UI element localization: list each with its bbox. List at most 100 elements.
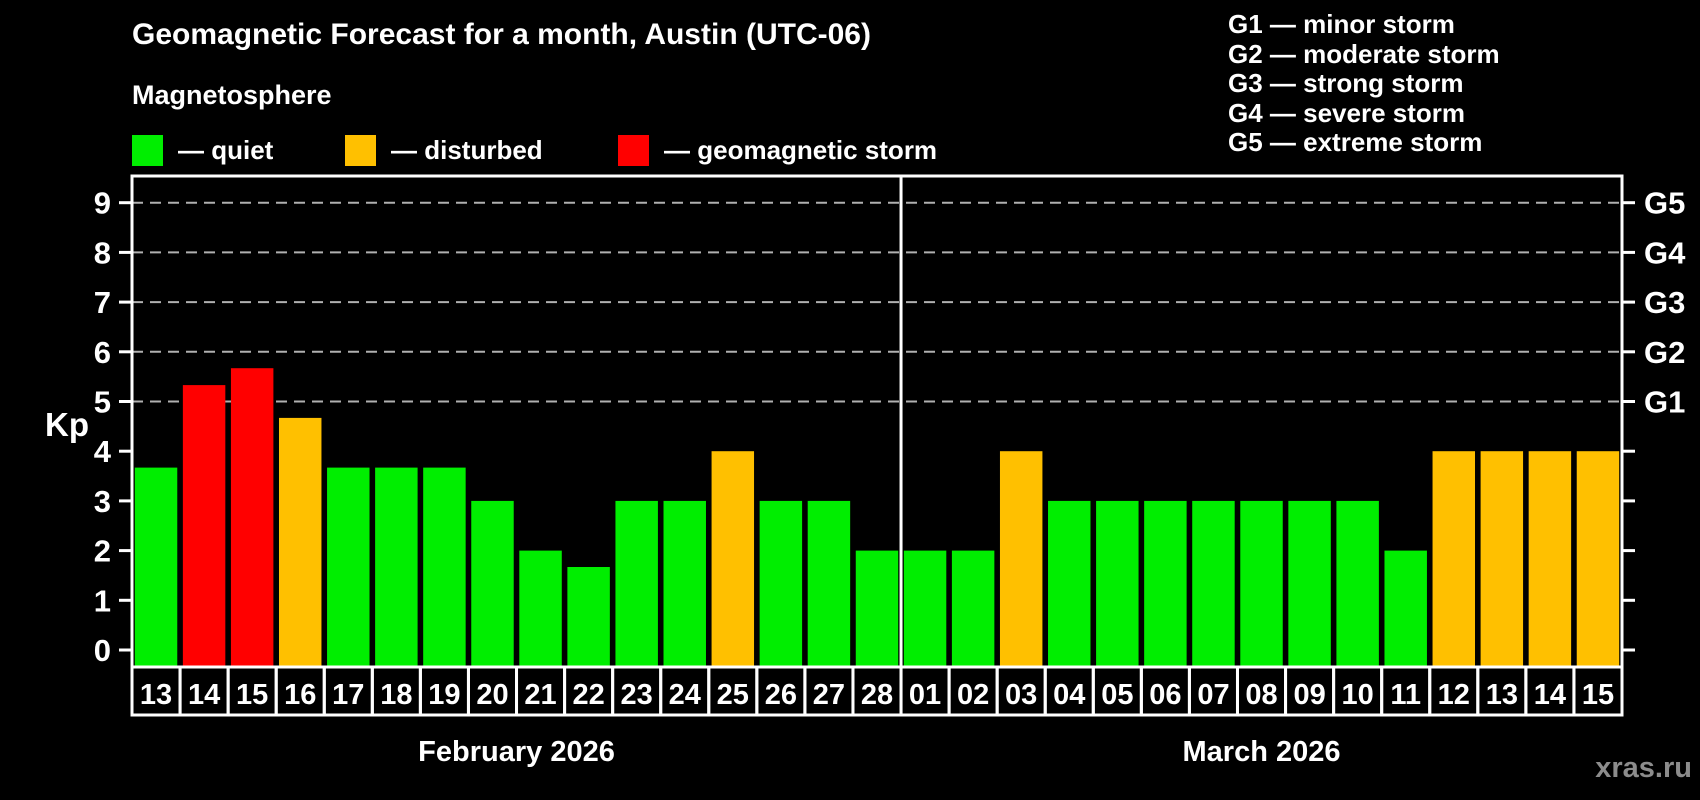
bar-february-28 bbox=[855, 550, 899, 667]
bar-march-11 bbox=[1384, 550, 1427, 667]
storm-color-swatch bbox=[618, 134, 649, 166]
legend-item-disturbed: — disturbed bbox=[345, 133, 543, 167]
y-tick-label-9: 9 bbox=[94, 186, 111, 221]
day-label: 28 bbox=[861, 679, 893, 711]
day-label: 25 bbox=[717, 679, 749, 711]
bar-february-19 bbox=[423, 467, 466, 667]
quiet-color-swatch bbox=[132, 134, 163, 166]
g-scale-legend: G1 — minor storm G2 — moderate storm G3 … bbox=[1228, 9, 1500, 158]
y-tick-label-3: 3 bbox=[94, 484, 111, 519]
day-label: 22 bbox=[572, 679, 604, 711]
bar-march-12 bbox=[1432, 451, 1476, 667]
bar-march-06 bbox=[1144, 500, 1187, 667]
y-tick-label-2: 2 bbox=[94, 534, 111, 569]
day-label: 09 bbox=[1293, 679, 1325, 711]
bar-march-10 bbox=[1336, 500, 1379, 667]
y-tick-label-6: 6 bbox=[94, 335, 111, 370]
day-label: 21 bbox=[524, 679, 556, 711]
legend-label-storm: — geomagnetic storm bbox=[664, 134, 938, 165]
right-axis-label-g4: G4 bbox=[1644, 235, 1686, 270]
day-label: 14 bbox=[1534, 679, 1566, 711]
bar-march-15 bbox=[1576, 451, 1620, 667]
legend-item-storm: — geomagnetic storm bbox=[618, 133, 937, 167]
day-label: 03 bbox=[1005, 679, 1037, 711]
y-tick-label-1: 1 bbox=[94, 583, 111, 618]
bar-february-23 bbox=[615, 500, 658, 667]
day-label: 24 bbox=[669, 679, 701, 711]
bar-march-02 bbox=[951, 550, 995, 667]
g2-legend-line: G2 — moderate storm bbox=[1228, 38, 1500, 69]
bar-february-26 bbox=[759, 500, 803, 667]
bar-march-03 bbox=[999, 451, 1043, 667]
bar-march-09 bbox=[1288, 500, 1331, 667]
day-label: 19 bbox=[428, 679, 460, 711]
month-label-march: March 2026 bbox=[1182, 736, 1341, 768]
bar-march-05 bbox=[1096, 500, 1139, 667]
bar-march-08 bbox=[1240, 500, 1283, 667]
y-tick-label-4: 4 bbox=[94, 434, 112, 469]
day-label: 20 bbox=[476, 679, 508, 711]
bar-february-17 bbox=[327, 467, 370, 667]
plot-border bbox=[130, 174, 1624, 667]
bar-february-24 bbox=[663, 500, 706, 667]
day-label: 27 bbox=[813, 679, 845, 711]
day-label: 15 bbox=[1582, 679, 1614, 711]
bar-february-16 bbox=[278, 417, 322, 667]
legend-label-quiet: — quiet bbox=[178, 134, 274, 165]
chart-subtitle: Magnetosphere bbox=[132, 80, 332, 110]
day-label: 08 bbox=[1245, 679, 1277, 711]
bar-february-13 bbox=[134, 467, 178, 667]
day-label: 23 bbox=[621, 679, 653, 711]
chart-title: Geomagnetic Forecast for a month, Austin… bbox=[132, 18, 871, 51]
legend-label-disturbed: — disturbed bbox=[391, 134, 543, 165]
day-label: 10 bbox=[1342, 679, 1374, 711]
day-label: 13 bbox=[140, 679, 172, 711]
day-label: 07 bbox=[1197, 679, 1229, 711]
right-axis-label-g2: G2 bbox=[1644, 335, 1685, 370]
month-label-february: February 2026 bbox=[418, 736, 615, 768]
day-label: 16 bbox=[284, 679, 316, 711]
day-label: 11 bbox=[1390, 679, 1421, 711]
y-tick-label-7: 7 bbox=[94, 285, 111, 320]
y-tick-label-8: 8 bbox=[94, 235, 111, 270]
day-label: 01 bbox=[909, 679, 941, 711]
g5-legend-line: G5 — extreme storm bbox=[1228, 127, 1483, 158]
bar-march-07 bbox=[1192, 500, 1235, 667]
day-label: 17 bbox=[332, 679, 364, 711]
bar-march-04 bbox=[1048, 500, 1091, 667]
bar-march-01 bbox=[903, 550, 947, 667]
day-label: 14 bbox=[188, 679, 220, 711]
bar-march-13 bbox=[1480, 451, 1524, 667]
day-label: 06 bbox=[1149, 679, 1181, 711]
y-axis-label: Kp bbox=[45, 406, 89, 443]
day-label: 26 bbox=[765, 679, 797, 711]
day-label: 05 bbox=[1101, 679, 1133, 711]
bar-february-27 bbox=[807, 500, 851, 667]
day-cell bbox=[1572, 665, 1624, 717]
right-axis-label-g1: G1 bbox=[1644, 385, 1685, 420]
g4-legend-line: G4 — severe storm bbox=[1228, 97, 1466, 128]
day-label: 18 bbox=[380, 679, 412, 711]
day-label: 13 bbox=[1486, 679, 1518, 711]
day-label: 12 bbox=[1438, 679, 1470, 711]
bar-february-22 bbox=[567, 567, 610, 667]
g3-legend-line: G3 — strong storm bbox=[1228, 68, 1464, 99]
bar-february-15 bbox=[230, 368, 274, 667]
watermark: xras.ru bbox=[1595, 752, 1692, 784]
bar-february-20 bbox=[471, 500, 514, 667]
g1-legend-line: G1 — minor storm bbox=[1228, 9, 1455, 39]
bar-february-25 bbox=[711, 451, 755, 667]
right-axis-label-g5: G5 bbox=[1644, 186, 1685, 221]
y-tick-label-5: 5 bbox=[94, 385, 111, 420]
disturbed-color-swatch bbox=[345, 134, 376, 166]
right-axis-label-g3: G3 bbox=[1644, 285, 1685, 320]
bar-february-21 bbox=[519, 550, 562, 667]
legend-item-quiet: — quiet bbox=[132, 133, 273, 167]
bar-march-14 bbox=[1528, 451, 1572, 667]
day-label: 04 bbox=[1053, 679, 1085, 711]
day-label: 02 bbox=[957, 679, 989, 711]
bar-february-14 bbox=[182, 385, 226, 667]
day-label: 15 bbox=[236, 679, 268, 711]
